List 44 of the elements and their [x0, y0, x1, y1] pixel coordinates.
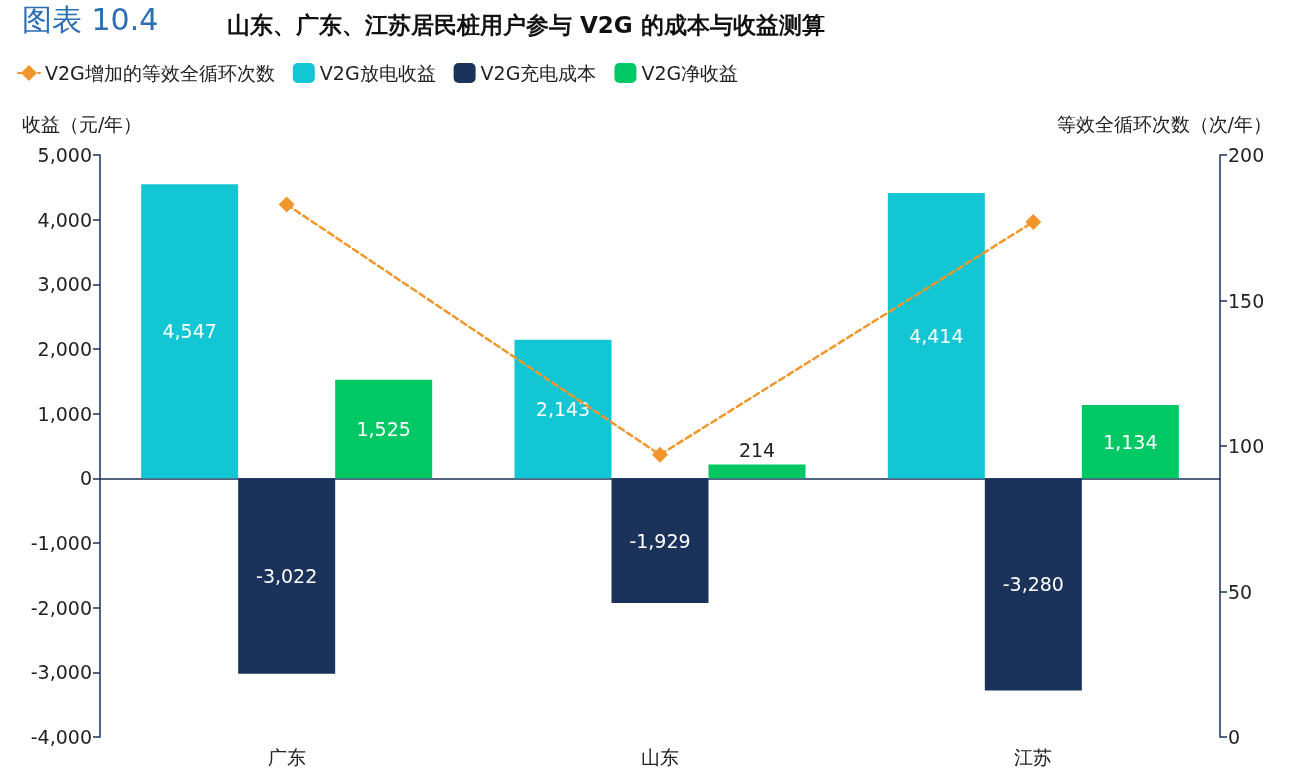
data-label: -3,022 — [256, 565, 318, 588]
bar — [887, 192, 985, 479]
y-axis-title: 收益（元/年） — [22, 112, 143, 135]
data-label: 2,143 — [535, 398, 591, 421]
y-tick-label: 4,000 — [37, 208, 92, 231]
point — [1025, 213, 1042, 230]
bar — [335, 379, 433, 479]
y-tick-label: -4,000 — [30, 726, 92, 748]
y-tick-label: -1,000 — [30, 532, 92, 554]
bar — [141, 184, 239, 479]
data-label: 1,134 — [1103, 430, 1158, 453]
legend-label: V2G放电收益 — [319, 62, 436, 84]
x-tick-label: 山东 — [641, 745, 679, 768]
data-label: -3,280 — [1002, 573, 1064, 596]
y2-tick-label: 150 — [1228, 289, 1265, 312]
data-label: 4,547 — [162, 320, 217, 343]
data-label: 1,525 — [356, 418, 411, 441]
bar — [708, 464, 806, 479]
point — [652, 446, 668, 463]
y-tick-label: 0 — [79, 467, 92, 490]
y-tick-label: 5,000 — [37, 144, 92, 166]
y2-tick-label: 200 — [1228, 144, 1265, 166]
y2-tick-label: 0 — [1228, 726, 1241, 748]
x-tick-label: 江苏 — [1014, 745, 1053, 768]
data-label: 214 — [738, 438, 776, 461]
chart-title: 山东、广东、江苏居民桩用户参与 V2G 的成本与收益测算 — [227, 11, 825, 38]
y2-tick-label: 50 — [1228, 580, 1253, 603]
bar — [1081, 405, 1179, 479]
legend-label: V2G净收益 — [641, 62, 739, 84]
y-tick-label: 3,000 — [37, 273, 92, 296]
y-tick-label: -2,000 — [30, 596, 92, 619]
y2-tick-label: 100 — [1228, 435, 1265, 457]
legend-label: V2G增加的等效全循环次数 — [45, 62, 275, 84]
data-label: -1,929 — [629, 529, 691, 552]
legend-label: V2G充电成本 — [480, 62, 597, 84]
y-tick-label: 1,000 — [37, 402, 92, 425]
text: 图表 10.4 — [22, 1, 159, 37]
y-tick-label: -3,000 — [30, 661, 92, 684]
point — [278, 196, 295, 213]
data-label: 4,414 — [909, 324, 964, 347]
y-tick-label: 2,000 — [37, 338, 92, 360]
bar — [514, 339, 612, 479]
x-tick-label: 广东 — [267, 745, 306, 768]
y2-axis-title: 等效全循环次数（次/年） — [1056, 112, 1272, 135]
